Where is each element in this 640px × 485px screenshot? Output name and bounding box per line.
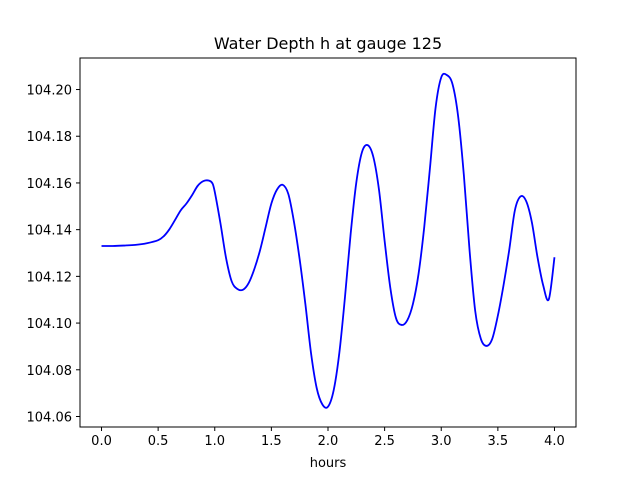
y-tick-label: 104.10 [27, 317, 73, 332]
chart-title: Water Depth h at gauge 125 [214, 34, 442, 53]
axes-frame [79, 57, 577, 428]
x-tick-label: 2.5 [374, 434, 395, 449]
x-tick-label: 3.5 [488, 434, 509, 449]
x-axis-label: hours [310, 456, 347, 471]
x-tick-label: 1.5 [261, 434, 282, 449]
y-tick-label: 104.16 [27, 177, 73, 192]
y-tick-label: 104.20 [27, 84, 73, 99]
x-tick-label: 3.0 [431, 434, 452, 449]
y-tick-label: 104.06 [27, 410, 73, 425]
y-tick-label: 104.12 [27, 270, 73, 285]
plot-area [101, 72, 556, 409]
x-tick-label: 1.0 [204, 434, 225, 449]
y-tick-label: 104.14 [27, 224, 73, 239]
x-axis-ticks: 0.0 0.5 1.0 1.5 2.0 2.5 3.0 3.5 4.0 [91, 427, 565, 449]
x-tick-label: 2.0 [318, 434, 339, 449]
y-axis-ticks: 104.06 104.08 104.10 104.12 104.14 104.16 104.… [27, 84, 80, 425]
x-tick-label: 4.0 [544, 434, 565, 449]
series-line [101, 72, 556, 409]
x-tick-label: 0.5 [148, 434, 169, 449]
y-tick-label: 104.08 [27, 364, 73, 379]
x-tick-label: 0.0 [91, 434, 112, 449]
y-tick-label: 104.18 [27, 130, 73, 145]
